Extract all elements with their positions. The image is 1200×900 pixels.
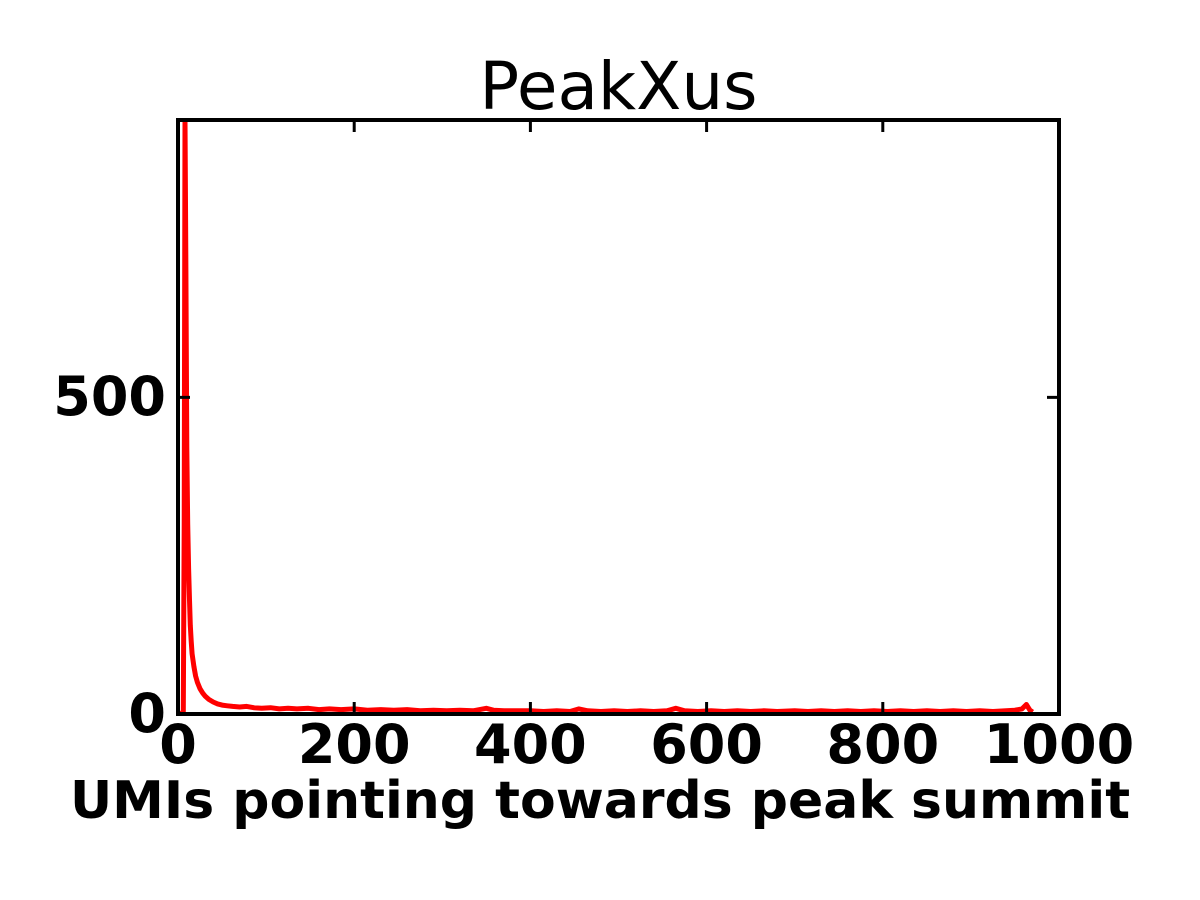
chart-title: PeakXus	[479, 48, 758, 125]
x-tick-label: 600	[650, 713, 763, 776]
x-tick-label: 1000	[983, 713, 1135, 776]
x-axis-label: UMIs pointing towards peak summit	[69, 771, 1131, 831]
x-tick-label: 0	[159, 713, 197, 776]
x-tick-label: 800	[826, 713, 940, 776]
y-tick-label: 0	[128, 682, 166, 745]
data-series-line	[178, 120, 1035, 714]
x-tick-label: 400	[474, 713, 587, 776]
y-tick-label: 500	[53, 365, 166, 429]
x-tick-label: 200	[297, 713, 411, 776]
plot-frame	[176, 118, 1061, 716]
